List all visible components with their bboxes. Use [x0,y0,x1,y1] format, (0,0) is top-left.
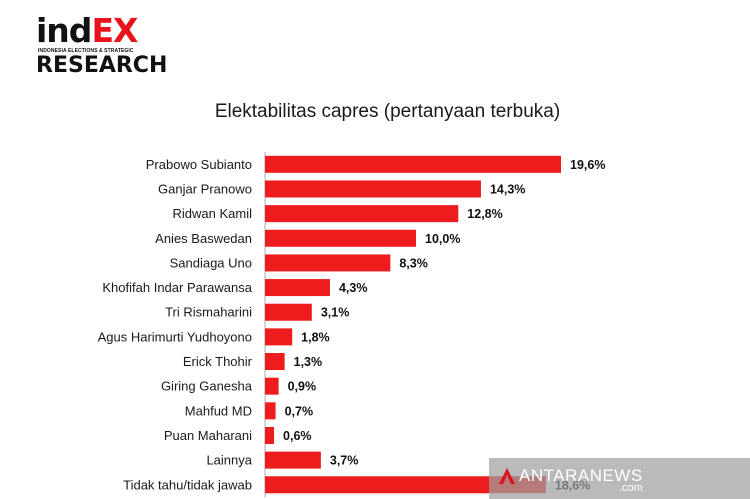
bar [265,155,561,173]
data-label: 3,1% [321,306,350,320]
category-label: Erick Thohir [183,354,253,369]
category-label: Agus Harimurti Yudhoyono [98,329,252,344]
data-label: 4,3% [339,281,368,295]
bar [265,402,276,420]
data-label: 0,6% [283,429,312,443]
bar [265,180,481,198]
antara-logo-icon [499,468,515,484]
bar [265,476,546,494]
category-label: Ridwan Kamil [173,206,253,221]
index-research-logo: indEX INDONESIA ELECTIONS & STRATEGIC RE… [36,11,168,78]
watermark-domain: .com [619,482,643,494]
category-label: Sandiaga Uno [170,255,252,270]
logo-research: RESEARCH [36,53,168,78]
logo-tagline: INDONESIA ELECTIONS & STRATEGIC [38,48,134,54]
logo-wordmark: indEX [36,11,138,50]
data-label: 8,3% [399,256,428,270]
logo-wordmark-ind: ind [36,11,92,50]
bar [265,279,330,297]
bar [265,451,321,469]
category-label: Prabowo Subianto [146,157,252,172]
data-label: 1,3% [294,355,323,369]
data-label: 0,7% [285,404,314,418]
data-label: 14,3% [490,182,525,196]
category-label: Puan Maharani [164,428,252,443]
category-label: Tidak tahu/tidak jawab [123,477,252,492]
bar [265,353,285,371]
category-label: Khofifah Indar Parawansa [102,280,252,295]
bar [265,303,312,321]
bar [265,377,279,395]
data-label: 12,8% [467,207,502,221]
chart-title: Elektabilitas capres (pertanyaan terbuka… [214,101,561,122]
category-label: Ganjar Pranowo [158,181,252,196]
category-label: Giring Ganesha [161,379,253,394]
antaranews-watermark: ANTARANEWS .com [489,458,750,499]
data-label: 19,6% [570,158,605,172]
bar [265,205,459,223]
category-label: Lainnya [206,453,252,468]
watermark-text: ANTARANEWS [519,466,643,485]
logo-wordmark-ex: EX [91,11,138,50]
bar [265,229,417,247]
data-label: 10,0% [425,232,460,246]
bar [265,328,293,346]
data-label: 3,7% [330,454,359,468]
category-label: Mahfud MD [185,403,252,418]
category-label: Tri Rismaharini [165,305,252,320]
category-label: Anies Baswedan [155,231,252,246]
data-label: 0,9% [288,380,317,394]
bar [265,426,275,444]
bar [265,254,391,272]
data-label: 1,8% [301,330,330,344]
